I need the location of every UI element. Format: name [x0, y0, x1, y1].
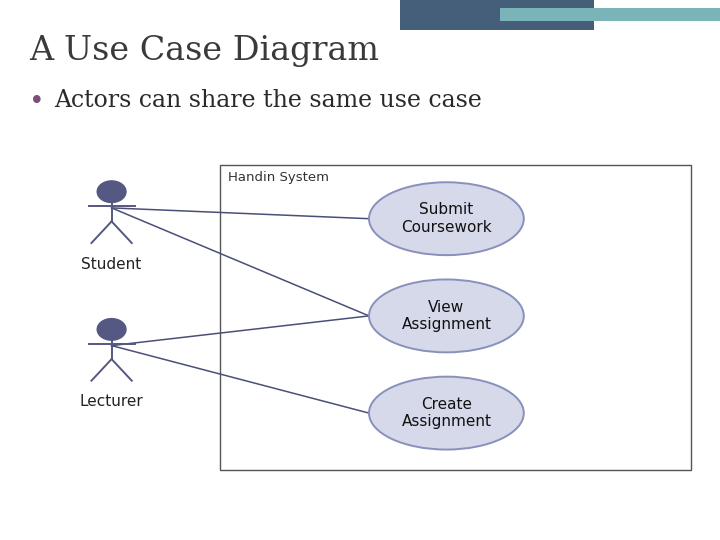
Text: Create
Assignment: Create Assignment: [402, 397, 491, 429]
Text: A Use Case Diagram: A Use Case Diagram: [29, 35, 379, 67]
Text: View
Assignment: View Assignment: [402, 300, 491, 332]
Bar: [500, 8, 720, 21]
Circle shape: [97, 319, 126, 340]
Text: Submit
Coursework: Submit Coursework: [401, 202, 492, 235]
Text: Student: Student: [81, 256, 142, 272]
Bar: [220, 165, 691, 470]
Text: Actors can share the same use case: Actors can share the same use case: [54, 89, 482, 112]
Bar: [400, 0, 594, 30]
Text: Lecturer: Lecturer: [80, 394, 143, 409]
Circle shape: [97, 181, 126, 202]
Ellipse shape: [369, 183, 523, 255]
Text: •: •: [29, 89, 45, 115]
Ellipse shape: [369, 280, 523, 353]
Ellipse shape: [369, 377, 523, 449]
Text: Handin System: Handin System: [228, 171, 329, 184]
